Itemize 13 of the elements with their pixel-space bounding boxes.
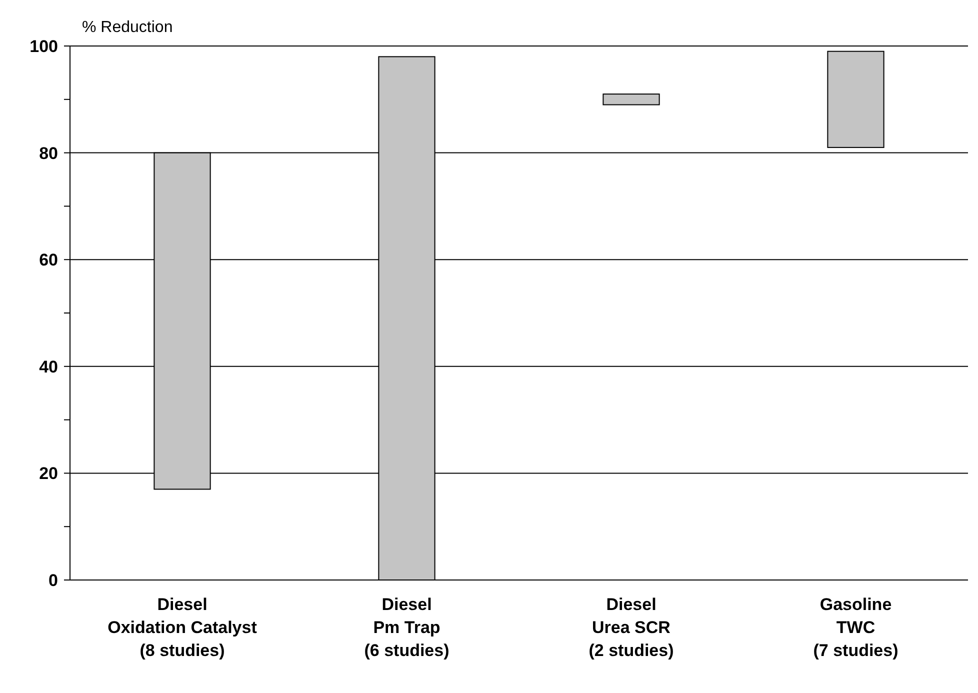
bar	[827, 50, 884, 148]
y-tick-label: 0	[48, 570, 58, 590]
bar	[602, 94, 660, 106]
y-tick-label: 20	[39, 464, 58, 484]
x-tick-label: Diesel Oxidation Catalyst (8 studies)	[108, 595, 258, 660]
x-tick-label: Gasoline TWC (7 studies)	[813, 595, 898, 660]
y-axis-title: % Reduction	[82, 19, 173, 36]
x-tick-label: Diesel Pm Trap (6 studies)	[364, 595, 450, 660]
y-tick-label: 100	[30, 36, 58, 56]
y-tick-label: 40	[39, 357, 58, 376]
y-tick-label: 60	[39, 250, 58, 270]
y-tick-label: 80	[39, 144, 58, 163]
x-tick-label: Diesel Urea SCR (2 studies)	[588, 595, 674, 660]
